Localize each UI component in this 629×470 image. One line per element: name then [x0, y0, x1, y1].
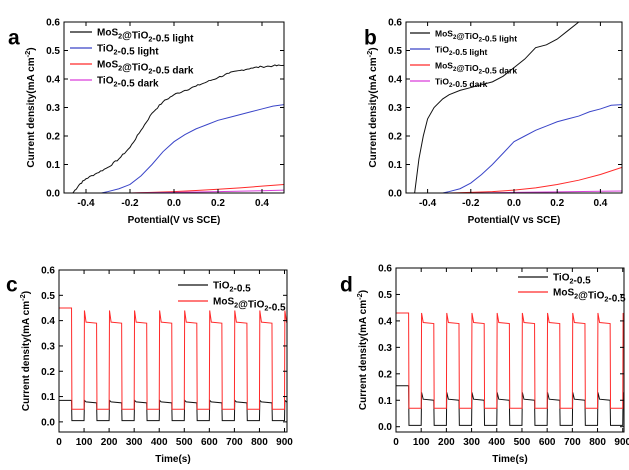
x-tick-label: -0.4 [77, 198, 95, 209]
x-tick-label: 400 [151, 437, 168, 448]
y-axis-label: Current density(mA cm-2) [23, 47, 37, 167]
x-tick-label: -0.4 [419, 198, 437, 209]
x-tick-label: 0.4 [255, 198, 269, 209]
legend-entry: MoS2@TiO2-0.5 light [435, 29, 517, 44]
plot-frame [58, 269, 288, 433]
x-tick-label: 600 [539, 437, 556, 448]
y-tick-label: 0.0 [41, 417, 55, 428]
legend-entry: MoS2@TiO2-0.5 [213, 297, 286, 314]
x-tick-label: 800 [589, 437, 606, 448]
series-line-1 [59, 399, 287, 422]
x-tick-label: 400 [488, 437, 505, 448]
series-line-2 [406, 104, 622, 193]
x-tick-label: 700 [564, 437, 581, 448]
y-tick-label: 0.1 [378, 396, 392, 407]
x-tick-label: 0.2 [550, 198, 564, 209]
chart-panel-d: 0.0 0.1 0.2 0.3 0.4 0.5 0.6 0 100 200 300 400 500 600… [340, 264, 629, 466]
plot-frame [395, 267, 625, 433]
y-tick-label: 0.6 [46, 18, 60, 29]
panel-letter: a [8, 26, 20, 49]
y-tick-label: 0.2 [378, 369, 392, 380]
legend-entry: MoS2@TiO2-0.5 light [97, 28, 194, 45]
x-tick-label: 500 [176, 437, 193, 448]
legend-entry: TiO2-0.5 light [97, 44, 159, 58]
x-tick-label: 100 [413, 437, 430, 448]
y-tick-label: 0.0 [378, 422, 392, 433]
y-tick-label: 0.3 [46, 103, 60, 114]
legend-entry: MoS2@TiO2-0.5 dark [97, 60, 194, 77]
x-tick-label: 500 [514, 437, 531, 448]
y-tick-label: 0.5 [378, 290, 392, 301]
x-tick-label: -0.2 [462, 198, 480, 209]
x-axis-label: Potential(V vs SCE) [468, 215, 561, 226]
x-axis-label: Time(s) [155, 454, 190, 465]
x-tick-label: 600 [201, 437, 218, 448]
y-tick-label: 0.2 [388, 132, 402, 143]
chart-panel-c: 0.0 0.1 0.2 0.3 0.4 0.5 0.6 0 100 200 300 400 500 600… [6, 266, 293, 466]
x-tick-label: 200 [101, 437, 118, 448]
y-tick-label: 0.6 [388, 18, 402, 29]
x-tick-label: 900 [614, 437, 629, 448]
chart-panel-a: 0.0 0.1 0.2 0.3 0.4 0.5 0.6 -0.4 -0.2 0.0 0.2 0.4 Po… [8, 18, 285, 226]
panel-letter: b [364, 26, 377, 49]
series-line-4 [64, 189, 284, 193]
x-tick-label: 0 [393, 437, 399, 448]
y-tick-label: 0.2 [41, 367, 55, 378]
legend-entry: MoS2@TiO2-0.5 [553, 288, 626, 305]
legend-entry: TiO2-0.5 dark [435, 77, 488, 90]
panel-letter: c [6, 273, 18, 296]
y-tick-label: 0.5 [41, 291, 55, 302]
x-tick-label: 0.0 [167, 198, 181, 209]
y-tick-label: 0.5 [388, 46, 402, 57]
panel-letter: d [340, 273, 353, 296]
x-tick-label: 0.0 [507, 198, 521, 209]
y-tick-label: 0.3 [388, 103, 402, 114]
y-tick-label: 0.0 [46, 189, 60, 200]
x-tick-label: 0.2 [211, 198, 225, 209]
x-tick-label: 0 [56, 437, 62, 448]
chart-panel-b: 0.0 0.1 0.2 0.3 0.4 0.5 0.6 -0.4 -0.2 0.0 0.2 0.4 Po… [364, 18, 623, 226]
y-tick-label: 0.4 [388, 75, 402, 86]
legend-entry: TiO2-0.5 [213, 281, 251, 295]
y-tick-label: 0.5 [46, 46, 60, 57]
series-line-1 [414, 22, 581, 193]
y-axis-label: Current density(mA cm-2) [18, 291, 32, 411]
y-tick-label: 0.1 [41, 392, 55, 403]
y-tick-label: 0.3 [41, 341, 55, 352]
y-tick-label: 0.4 [378, 316, 392, 327]
series-line-1 [396, 385, 624, 426]
x-axis-label: Potential(V vs SCE) [128, 215, 221, 226]
y-tick-label: 0.1 [46, 160, 60, 171]
legend-entry: TiO2-0.5 light [435, 45, 488, 58]
x-axis-label: Time(s) [492, 454, 527, 465]
series-line-2 [59, 307, 287, 410]
x-tick-label: 200 [438, 437, 455, 448]
x-tick-label: -0.2 [121, 198, 139, 209]
y-tick-label: 0.6 [41, 266, 55, 277]
series-line-4 [406, 190, 622, 193]
y-tick-label: 0.1 [388, 160, 402, 171]
legend-entry: TiO2-0.5 dark [97, 76, 159, 90]
x-tick-label: 100 [76, 437, 93, 448]
x-tick-label: 900 [276, 437, 293, 448]
legend-entry: TiO2-0.5 [553, 273, 591, 287]
y-tick-label: 0.4 [46, 75, 60, 86]
y-axis-label: Current density(mA cm-2) [355, 290, 369, 410]
series-line-1 [72, 64, 284, 193]
x-tick-label: 300 [126, 437, 143, 448]
x-tick-label: 0.4 [593, 198, 607, 209]
y-tick-label: 0.4 [41, 316, 55, 327]
series-line-2 [64, 104, 284, 193]
y-tick-label: 0.2 [46, 132, 60, 143]
legend-entry: MoS2@TiO2-0.5 dark [435, 61, 517, 76]
series-line-2 [396, 312, 624, 409]
y-axis-label: Current density(mA cm-2) [365, 47, 379, 167]
x-tick-label: 700 [226, 437, 243, 448]
x-tick-label: 800 [251, 437, 268, 448]
y-tick-label: 0.0 [388, 189, 402, 200]
y-tick-label: 0.3 [378, 343, 392, 354]
x-tick-label: 300 [463, 437, 480, 448]
y-tick-label: 0.6 [378, 264, 392, 275]
